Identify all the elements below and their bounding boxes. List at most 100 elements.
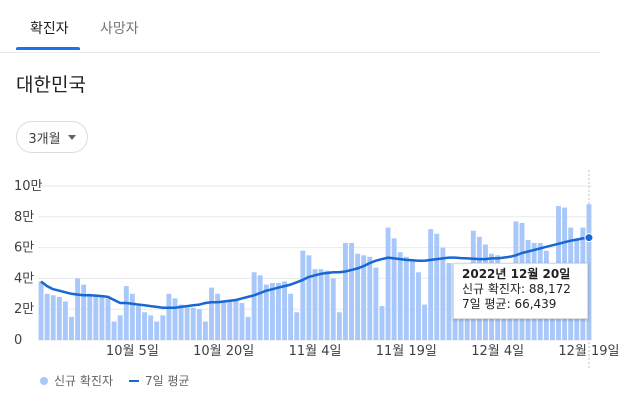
bar xyxy=(75,278,81,340)
bar xyxy=(148,315,154,340)
bar xyxy=(367,256,373,340)
x-tick-label: 10월 20일 xyxy=(193,344,254,359)
bar xyxy=(464,306,470,340)
y-tick-label: 0 xyxy=(14,333,22,348)
range-dropdown[interactable]: 3개월 xyxy=(16,121,88,153)
bar xyxy=(373,267,379,340)
bar xyxy=(129,293,135,340)
bar xyxy=(245,316,251,340)
y-tick-label: 8만 xyxy=(14,210,34,225)
bar xyxy=(209,287,214,340)
tooltip-avg-label: 7일 평균: xyxy=(462,297,511,311)
tab-bar: 확진자 사망자 xyxy=(0,0,600,53)
bar xyxy=(123,286,129,340)
x-tick-label: 10월 5일 xyxy=(106,344,159,359)
bar xyxy=(300,250,306,340)
bar xyxy=(330,278,336,340)
bar xyxy=(93,295,99,340)
bar xyxy=(233,299,239,340)
region-title: 대한민국 xyxy=(16,74,86,96)
bar xyxy=(190,307,196,340)
legend-new-cases: 신규 확진자 xyxy=(40,372,113,389)
bar xyxy=(379,306,385,340)
x-tick-label: 12월 19일 xyxy=(558,344,619,359)
bar xyxy=(111,321,117,340)
bar xyxy=(263,284,269,340)
bar xyxy=(361,255,367,340)
bar xyxy=(507,301,513,340)
bar xyxy=(184,307,190,340)
bar xyxy=(288,293,294,340)
bar xyxy=(391,238,397,340)
bar xyxy=(349,242,354,340)
bar xyxy=(56,296,62,340)
tooltip-average: 7일 평균: 66,439 xyxy=(462,297,579,312)
bar xyxy=(586,204,592,340)
bar xyxy=(215,293,221,340)
bar xyxy=(136,306,141,340)
bar xyxy=(105,298,111,340)
bar xyxy=(257,275,263,340)
bar xyxy=(342,242,348,340)
tooltip-new-label: 신규 확진자: xyxy=(462,282,526,296)
tooltip-new-cases: 신규 확진자: 88,172 xyxy=(462,282,579,297)
bar xyxy=(440,247,446,340)
legend-line-icon xyxy=(129,379,140,382)
tab-deaths[interactable]: 사망자 xyxy=(100,21,139,37)
bar xyxy=(385,227,391,340)
tab-confirmed[interactable]: 확진자 xyxy=(30,21,69,37)
bar xyxy=(62,301,68,340)
bar xyxy=(251,272,257,340)
average-line xyxy=(40,236,590,309)
legend-new-cases-label: 신규 확진자 xyxy=(54,374,114,388)
bar xyxy=(44,293,50,340)
x-tick-label: 11월 4일 xyxy=(289,344,342,359)
bar xyxy=(178,304,184,340)
bar xyxy=(397,252,403,340)
bar xyxy=(166,293,172,340)
caret-down-icon xyxy=(67,134,76,140)
bar xyxy=(154,321,160,340)
bar xyxy=(549,299,555,340)
y-tick-label: 2만 xyxy=(14,302,34,317)
tooltip-new-value: 88,172 xyxy=(528,282,571,296)
highlight-point xyxy=(584,233,594,243)
bar xyxy=(282,281,288,340)
bar xyxy=(434,233,440,340)
bar xyxy=(160,315,166,340)
active-tab-indicator xyxy=(16,47,80,50)
bar xyxy=(318,269,324,340)
y-tick-label: 4만 xyxy=(14,271,34,286)
bar xyxy=(172,298,178,340)
bar xyxy=(428,229,434,340)
x-tick-label: 12월 4일 xyxy=(471,344,524,359)
bar xyxy=(416,272,421,340)
bar xyxy=(69,316,74,340)
bar xyxy=(403,256,409,340)
legend-dot-icon xyxy=(40,376,48,385)
bar xyxy=(269,283,275,340)
bar xyxy=(81,284,87,340)
bar xyxy=(355,253,361,340)
range-dropdown-label: 3개월 xyxy=(28,131,61,147)
bar xyxy=(276,283,281,340)
tooltip-avg-value: 66,439 xyxy=(514,297,557,311)
bar xyxy=(196,309,202,340)
tooltip-date: 2022년 12월 20일 xyxy=(462,267,571,281)
chart-legend: 신규 확진자 7일 평균 xyxy=(40,372,206,389)
bar xyxy=(38,281,44,340)
bar xyxy=(50,295,56,340)
bar xyxy=(202,321,208,340)
chart-tooltip: 2022년 12월 20일 신규 확진자: 88,172 7일 평균: 66,4… xyxy=(453,263,588,319)
bar xyxy=(446,263,452,340)
bar xyxy=(117,315,123,340)
bar xyxy=(306,255,312,340)
y-tick-label: 10만 xyxy=(14,179,43,194)
legend-average-label: 7일 평균 xyxy=(145,374,190,388)
bar xyxy=(227,301,233,340)
bar xyxy=(99,296,105,340)
bar xyxy=(324,270,330,340)
bar xyxy=(87,293,93,340)
bar xyxy=(312,269,318,340)
x-tick-label: 11월 19일 xyxy=(376,344,437,359)
